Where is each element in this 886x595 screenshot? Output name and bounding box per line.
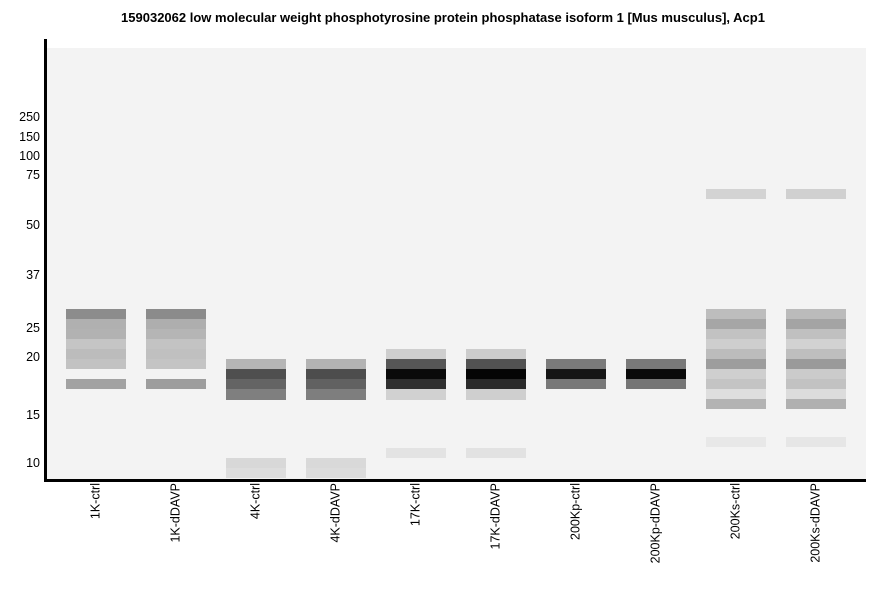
gel-band-1K-ctrl-20.5kda (66, 349, 126, 359)
gel-band-200Ks-ctrl-16kda (706, 399, 766, 409)
y-tick-label-100: 100 (19, 149, 40, 163)
gel-band-1K-ctrl-28kda (66, 309, 126, 319)
gel-band-200Ks-dDAVP-26kda (786, 319, 846, 329)
gel-band-200Ks-dDAVP-16.5kda (786, 389, 846, 399)
x-lane-label-4K-ctrl: 4K-ctrl (248, 483, 263, 520)
gel-band-17K-ctrl-18kda (386, 369, 446, 379)
y-tick-label-20: 20 (26, 350, 40, 364)
y-tick-label-15: 15 (26, 408, 40, 422)
gel-band-1K-dDAVP-26kda (146, 319, 206, 329)
y-axis-line (44, 39, 47, 482)
gel-band-200Ks-dDAVP-19kda (786, 359, 846, 369)
gel-band-17K-dDAVP-18kda (466, 369, 526, 379)
gel-band-4K-ctrl-17.5kda (226, 379, 286, 389)
gel-band-1K-dDAVP-17.5kda (146, 379, 206, 389)
gel-band-1K-dDAVP-19kda (146, 359, 206, 369)
gel-band-1K-dDAVP-24kda (146, 329, 206, 339)
gel-band-17K-dDAVP-11kda (466, 448, 526, 458)
gel-band-1K-dDAVP-22kda (146, 339, 206, 349)
gel-band-17K-dDAVP-17.5kda (466, 379, 526, 389)
gel-band-200Kp-ctrl-19kda (546, 359, 606, 369)
gel-band-200Ks-dDAVP-28kda (786, 309, 846, 319)
gel-band-200Ks-ctrl-12kda (706, 437, 766, 447)
x-lane-label-17K-ctrl: 17K-ctrl (408, 483, 423, 527)
gel-band-4K-ctrl-10.5kda (226, 458, 286, 468)
gel-band-200Kp-dDAVP-19kda (626, 359, 686, 369)
gel-band-200Ks-ctrl-26kda (706, 319, 766, 329)
gel-band-200Ks-ctrl-22kda (706, 339, 766, 349)
y-tick-label-250: 250 (19, 110, 40, 124)
gel-band-4K-dDAVP-19kda (306, 359, 366, 369)
gel-band-200Ks-ctrl-17.5kda (706, 379, 766, 389)
gel-band-200Ks-dDAVP-24kda (786, 329, 846, 339)
gel-band-200Kp-ctrl-17.5kda (546, 379, 606, 389)
gel-band-1K-ctrl-19kda (66, 359, 126, 369)
gel-band-200Ks-dDAVP-22kda (786, 339, 846, 349)
gel-band-200Ks-ctrl-28kda (706, 309, 766, 319)
x-lane-label-17K-dDAVP: 17K-dDAVP (488, 483, 503, 550)
gel-band-17K-ctrl-16.5kda (386, 389, 446, 400)
gel-band-1K-dDAVP-20.5kda (146, 349, 206, 359)
gel-band-200Kp-dDAVP-18kda (626, 369, 686, 379)
chart-title: 159032062 low molecular weight phosphoty… (121, 10, 765, 25)
gel-band-17K-ctrl-20.5kda (386, 349, 446, 359)
gel-band-200Ks-ctrl-19kda (706, 359, 766, 369)
y-tick-label-50: 50 (26, 218, 40, 232)
plot-area (47, 48, 866, 479)
x-lane-label-200Kp-dDAVP: 200Kp-dDAVP (648, 483, 663, 564)
gel-band-17K-dDAVP-16.5kda (466, 389, 526, 400)
x-lane-label-4K-dDAVP: 4K-dDAVP (328, 483, 343, 543)
gel-band-200Ks-ctrl-16.5kda (706, 389, 766, 399)
gel-band-4K-dDAVP-18kda (306, 369, 366, 379)
gel-band-1K-ctrl-24kda (66, 329, 126, 339)
gel-band-200Kp-ctrl-18kda (546, 369, 606, 379)
x-lane-label-200Ks-dDAVP: 200Ks-dDAVP (808, 483, 823, 563)
y-tick-label-150: 150 (19, 130, 40, 144)
gel-band-1K-ctrl-26kda (66, 319, 126, 329)
gel-band-200Ks-dDAVP-16kda (786, 399, 846, 409)
x-lane-label-1K-ctrl: 1K-ctrl (88, 483, 103, 520)
gel-band-200Ks-ctrl-24kda (706, 329, 766, 339)
y-tick-label-37: 37 (26, 268, 40, 282)
gel-band-4K-ctrl-10kda (226, 468, 286, 478)
x-lane-label-200Kp-ctrl: 200Kp-ctrl (568, 483, 583, 540)
gel-band-17K-dDAVP-20.5kda (466, 349, 526, 359)
x-lane-label-200Ks-ctrl: 200Ks-ctrl (728, 483, 743, 540)
y-tick-label-25: 25 (26, 321, 40, 335)
gel-band-1K-ctrl-17.5kda (66, 379, 126, 389)
gel-band-4K-dDAVP-10.5kda (306, 458, 366, 468)
y-tick-label-75: 75 (26, 168, 40, 182)
gel-band-17K-ctrl-11kda (386, 448, 446, 458)
gel-band-17K-ctrl-17.5kda (386, 379, 446, 389)
x-axis-line (44, 479, 866, 482)
gel-band-200Ks-dDAVP-64kda (786, 189, 846, 199)
gel-band-4K-ctrl-18kda (226, 369, 286, 379)
gel-band-200Ks-dDAVP-20.5kda (786, 349, 846, 359)
gel-band-4K-dDAVP-17.5kda (306, 379, 366, 389)
gel-band-200Ks-ctrl-20.5kda (706, 349, 766, 359)
gel-band-4K-ctrl-16.5kda (226, 389, 286, 400)
gel-band-200Ks-dDAVP-12kda (786, 437, 846, 447)
gel-band-17K-dDAVP-19kda (466, 359, 526, 369)
gel-band-4K-dDAVP-10kda (306, 468, 366, 478)
y-tick-label-10: 10 (26, 456, 40, 470)
gel-band-200Ks-ctrl-18kda (706, 369, 766, 379)
gel-band-4K-dDAVP-16.5kda (306, 389, 366, 400)
gel-band-200Ks-dDAVP-17.5kda (786, 379, 846, 389)
gel-band-200Ks-ctrl-64kda (706, 189, 766, 199)
gel-band-17K-ctrl-19kda (386, 359, 446, 369)
gel-band-200Ks-dDAVP-18kda (786, 369, 846, 379)
gel-band-1K-dDAVP-28kda (146, 309, 206, 319)
gel-band-200Kp-dDAVP-17.5kda (626, 379, 686, 389)
x-lane-label-1K-dDAVP: 1K-dDAVP (168, 483, 183, 543)
gel-band-1K-ctrl-22kda (66, 339, 126, 349)
gel-band-4K-ctrl-19kda (226, 359, 286, 369)
